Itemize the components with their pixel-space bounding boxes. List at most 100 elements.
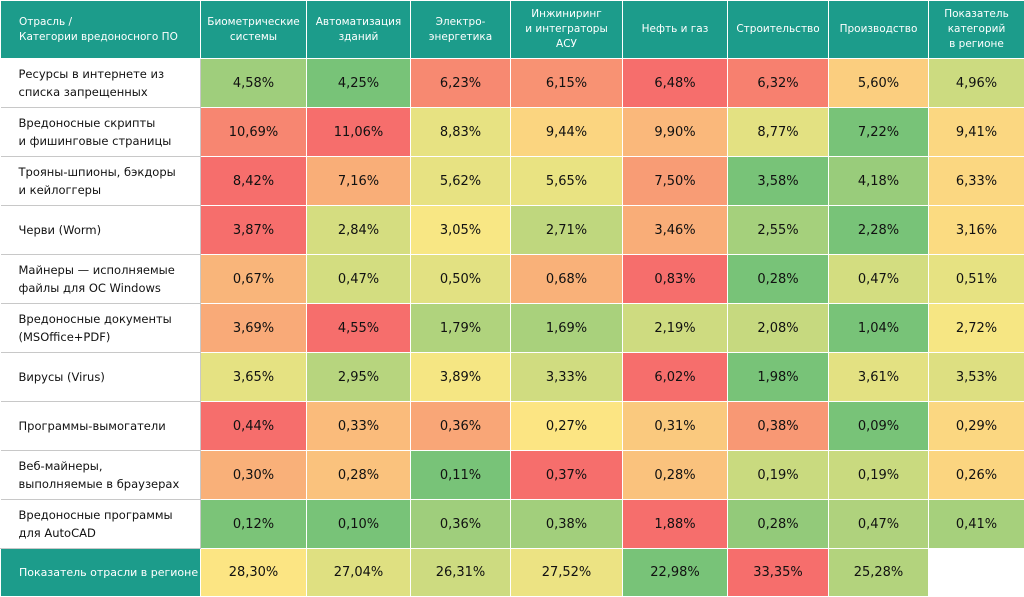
row-label: Вредоносные программы для AutoCAD [1,500,201,549]
value-cell: 0,33% [307,402,411,451]
value-cell: 1,79% [411,304,511,353]
column-header: Показатель категорий в регионе [929,1,1024,59]
value-cell: 2,08% [728,304,829,353]
value-cell: 4,58% [201,59,307,108]
footer-cell: 28,30% [201,549,307,597]
value-cell: 7,16% [307,157,411,206]
table-row: Черви (Worm)3,87%2,84%3,05%2,71%3,46%2,5… [1,206,1024,255]
row-label: Программы-вымогатели [1,402,201,451]
value-cell: 7,22% [829,108,929,157]
value-cell: 0,50% [411,255,511,304]
column-header: Нефть и газ [623,1,728,59]
value-cell: 7,50% [623,157,728,206]
value-cell: 0,19% [728,451,829,500]
table-row: Ресурсы в интернете из списка запрещенны… [1,59,1024,108]
value-cell: 3,65% [201,353,307,402]
value-cell: 2,72% [929,304,1024,353]
row-label: Майнеры — исполняемые файлы для ОС Windo… [1,255,201,304]
value-cell: 3,16% [929,206,1024,255]
value-cell: 0,67% [201,255,307,304]
value-cell: 0,26% [929,451,1024,500]
column-header: Электро- энергетика [411,1,511,59]
value-cell: 0,36% [411,402,511,451]
value-cell: 0,47% [829,500,929,549]
value-cell: 2,71% [511,206,623,255]
value-cell: 1,04% [829,304,929,353]
value-cell: 2,84% [307,206,411,255]
table-row: Вирусы (Virus)3,65%2,95%3,89%3,33%6,02%1… [1,353,1024,402]
value-cell: 2,28% [829,206,929,255]
value-cell: 3,89% [411,353,511,402]
value-cell: 0,38% [728,402,829,451]
value-cell: 8,77% [728,108,829,157]
value-cell: 0,11% [411,451,511,500]
value-cell: 0,47% [307,255,411,304]
value-cell: 0,30% [201,451,307,500]
value-cell: 0,83% [623,255,728,304]
value-cell: 2,55% [728,206,829,255]
table-row: Майнеры — исполняемые файлы для ОС Windo… [1,255,1024,304]
value-cell: 9,41% [929,108,1024,157]
value-cell: 6,23% [411,59,511,108]
column-header: Инжиниринг и интеграторы АСУ [511,1,623,59]
value-cell: 6,33% [929,157,1024,206]
column-header: Строительство [728,1,829,59]
value-cell: 1,98% [728,353,829,402]
table-row: Вредоносные документы (MSOffice+PDF)3,69… [1,304,1024,353]
value-cell: 9,90% [623,108,728,157]
value-cell: 0,47% [829,255,929,304]
table-body: Ресурсы в интернете из списка запрещенны… [1,59,1024,549]
value-cell: 4,55% [307,304,411,353]
value-cell: 0,41% [929,500,1024,549]
value-cell: 0,31% [623,402,728,451]
column-header: Отрасль / Категории вредоносного ПО [1,1,201,59]
value-cell: 3,58% [728,157,829,206]
footer-cell: 26,31% [411,549,511,597]
footer-cell: 27,52% [511,549,623,597]
value-cell: 2,19% [623,304,728,353]
value-cell: 3,87% [201,206,307,255]
row-label: Черви (Worm) [1,206,201,255]
value-cell: 0,12% [201,500,307,549]
value-cell: 8,83% [411,108,511,157]
value-cell: 4,18% [829,157,929,206]
value-cell: 6,02% [623,353,728,402]
value-cell: 3,53% [929,353,1024,402]
value-cell: 0,28% [728,500,829,549]
value-cell: 3,69% [201,304,307,353]
value-cell: 0,68% [511,255,623,304]
value-cell: 3,05% [411,206,511,255]
value-cell: 6,32% [728,59,829,108]
column-header: Биометрические системы [201,1,307,59]
value-cell: 0,28% [307,451,411,500]
value-cell: 10,69% [201,108,307,157]
row-label: Вредоносные скрипты и фишинговые страниц… [1,108,201,157]
value-cell: 9,44% [511,108,623,157]
value-cell: 0,19% [829,451,929,500]
column-header: Автоматизация зданий [307,1,411,59]
value-cell: 0,37% [511,451,623,500]
column-header: Производство [829,1,929,59]
value-cell: 0,44% [201,402,307,451]
value-cell: 1,69% [511,304,623,353]
value-cell: 5,60% [829,59,929,108]
value-cell: 1,88% [623,500,728,549]
value-cell: 5,65% [511,157,623,206]
value-cell: 0,28% [728,255,829,304]
row-label: Вирусы (Virus) [1,353,201,402]
value-cell: 0,27% [511,402,623,451]
value-cell: 3,33% [511,353,623,402]
table-row: Вредоносные скрипты и фишинговые страниц… [1,108,1024,157]
value-cell: 0,28% [623,451,728,500]
row-label: Веб-майнеры, выполняемые в браузерах [1,451,201,500]
value-cell: 6,48% [623,59,728,108]
row-label: Ресурсы в интернете из списка запрещенны… [1,59,201,108]
value-cell: 0,10% [307,500,411,549]
